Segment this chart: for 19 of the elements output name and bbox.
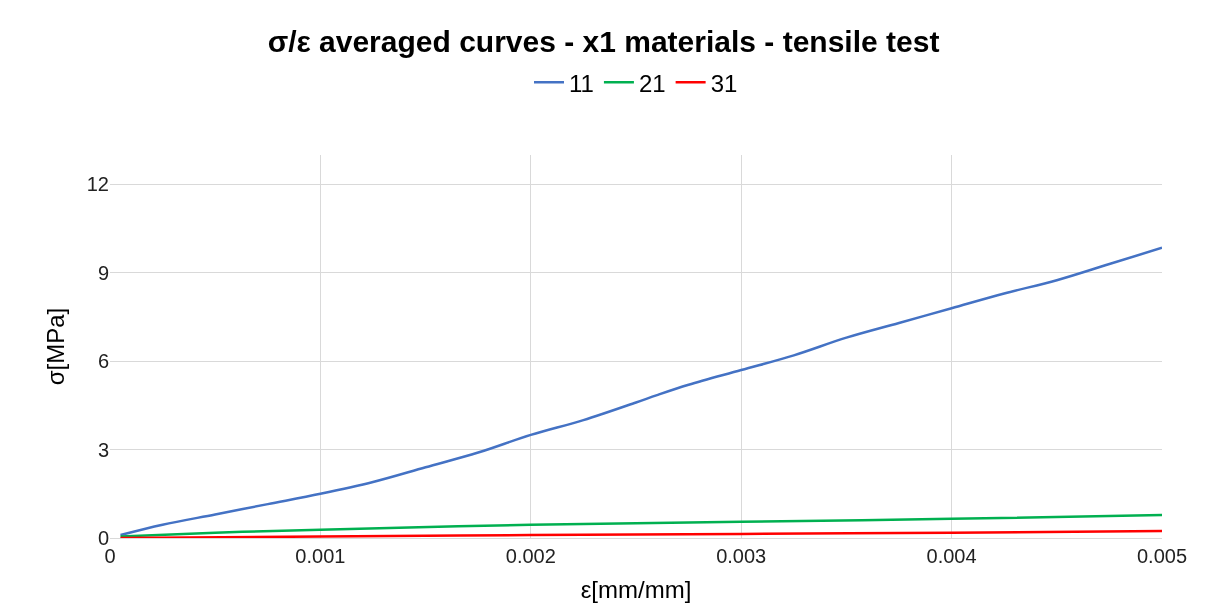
x-tick-label: 0.005	[1136, 545, 1188, 567]
legend-label: 11	[569, 69, 594, 97]
y-axis-title: σ[MPa]	[41, 307, 69, 386]
chart-title: σ/ε averaged curves - x1 materials - tensile test	[267, 24, 940, 58]
x-axis-title: ε[mm/mm]	[580, 576, 692, 604]
y-tick-label: 6	[97, 350, 109, 373]
x-tick-label: 0.002	[505, 545, 556, 567]
y-tick-label: 9	[97, 261, 109, 284]
legend-label: 31	[710, 69, 738, 97]
y-tick-label: 0	[97, 527, 109, 549]
y-tick-label: 12	[86, 173, 109, 196]
legend-label: 21	[638, 69, 666, 97]
line-series	[119, 529, 1162, 538]
x-tick-label: 0.003	[716, 545, 767, 567]
line-series	[119, 513, 1162, 538]
line-series	[119, 246, 1162, 537]
x-tick-label: 0.004	[926, 545, 977, 567]
y-tick-label: 3	[97, 438, 109, 461]
x-tick-label: 0.001	[295, 545, 346, 567]
